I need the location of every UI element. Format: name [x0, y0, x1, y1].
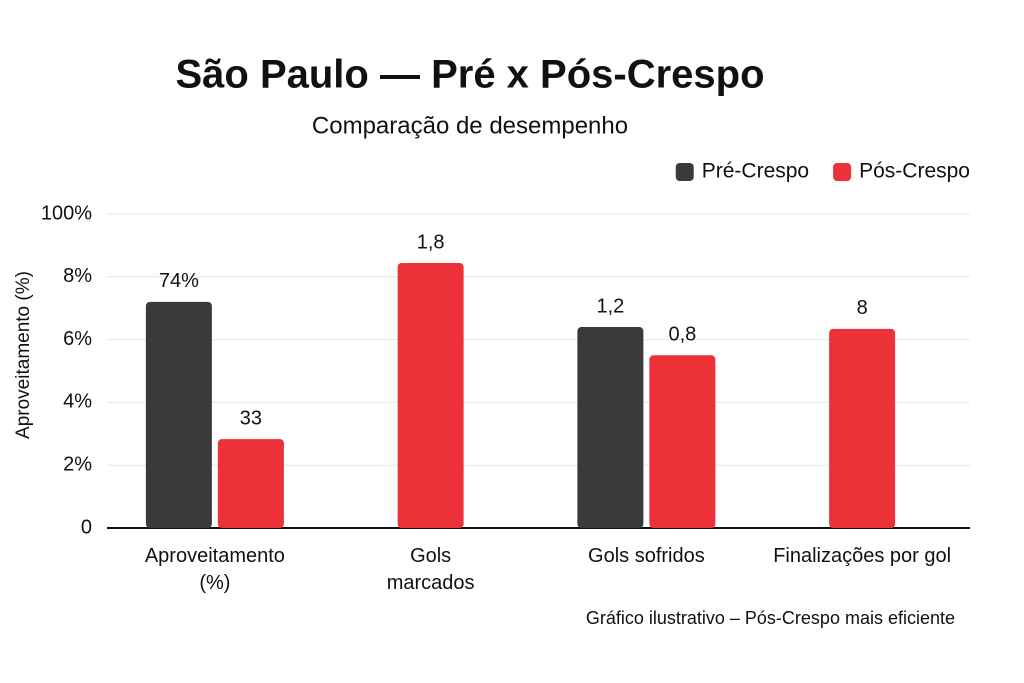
y-tick-label: 0 [81, 516, 92, 538]
y-tick-label: 100% [41, 202, 92, 224]
x-tick-label: Gols sofridos [588, 545, 705, 567]
y-tick-label: 8% [63, 265, 92, 287]
bar [829, 328, 896, 528]
bar [145, 301, 212, 528]
bar-annotation: 0,8 [668, 324, 696, 346]
x-tick-label: Aproveitamento (%) [144, 545, 285, 594]
bar [217, 439, 284, 528]
bar-annotation: 33 [240, 407, 262, 429]
x-tick-label: Gols marcados [386, 545, 475, 594]
legend-swatch [675, 163, 694, 181]
footnote: Gráfico ilustrativo – Pós-Crespo mais ef… [586, 608, 955, 628]
bar-annotation: 74% [159, 270, 199, 292]
legend-label: Pós-Crespo [859, 160, 970, 183]
bar [649, 355, 716, 528]
bar-annotation: 8 [857, 297, 868, 319]
x-tick-label: Finalizações por gol [773, 545, 952, 567]
legend-label: Pré-Crespo [702, 160, 809, 183]
y-tick-label: 2% [63, 453, 92, 475]
y-tick-label: 6% [63, 328, 92, 350]
bar-annotation: 1,2 [596, 295, 624, 317]
bar-annotation: 1,8 [417, 231, 445, 253]
y-tick-label: 4% [63, 391, 92, 413]
bar [397, 262, 464, 528]
legend-swatch [833, 163, 852, 181]
bar [577, 327, 644, 528]
chart-title: São Paulo — Pré x Pós-Crespo [175, 53, 764, 97]
y-axis-label: Aproveitamento (%) [13, 271, 34, 439]
chart-subtitle: Comparação de desempenho [312, 112, 628, 139]
